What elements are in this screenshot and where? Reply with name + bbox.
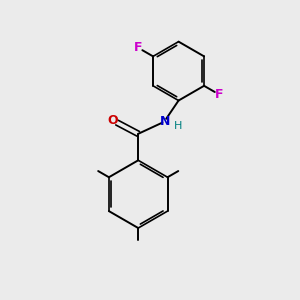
Text: N: N bbox=[160, 115, 170, 128]
Text: H: H bbox=[173, 121, 182, 130]
Text: O: O bbox=[108, 114, 118, 127]
Text: F: F bbox=[134, 41, 142, 54]
Text: F: F bbox=[215, 88, 224, 101]
